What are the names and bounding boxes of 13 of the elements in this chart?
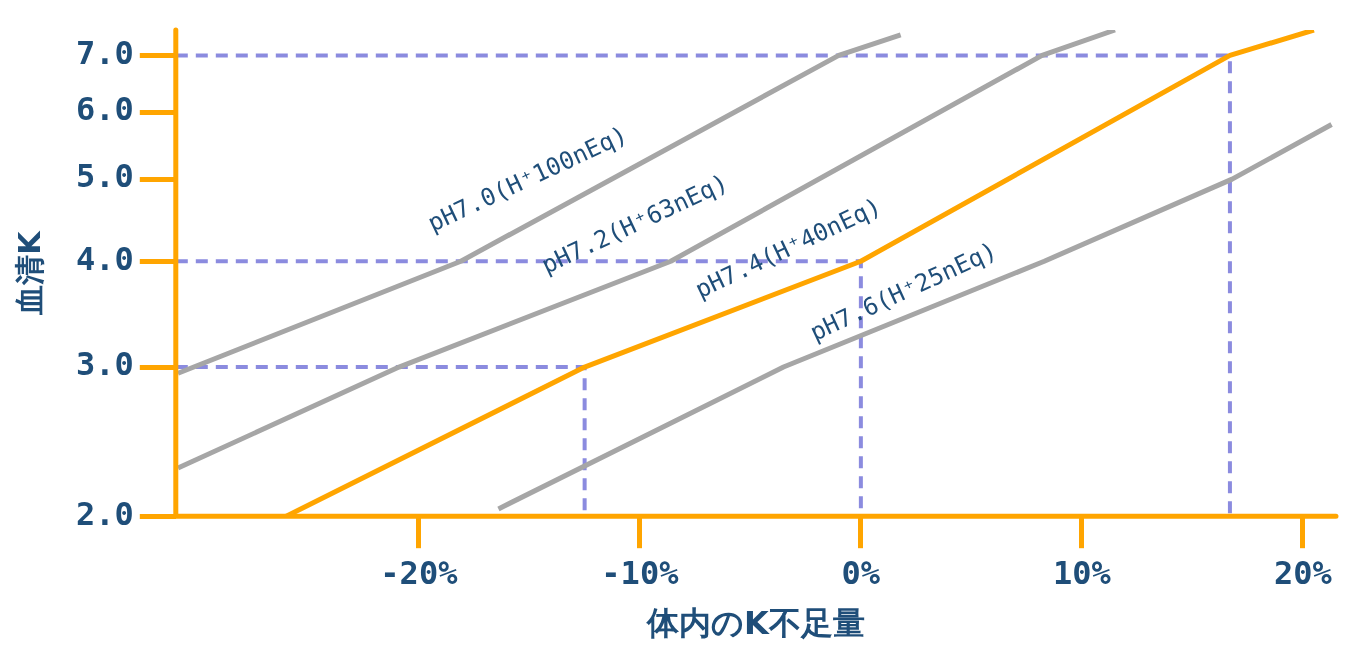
x-tick-label: -20% bbox=[380, 553, 459, 592]
y-tick-label: 5.0 bbox=[76, 157, 134, 196]
y-tick-label: 6.0 bbox=[76, 90, 134, 129]
y-tick-label: 7.0 bbox=[76, 33, 134, 72]
y-axis-title: 血清K bbox=[11, 229, 47, 316]
x-tick-label: 0% bbox=[841, 553, 881, 592]
x-tick-label: 10% bbox=[1052, 553, 1112, 592]
x-axis-title: 体内のK不足量 bbox=[646, 604, 865, 643]
x-tick-label: -10% bbox=[601, 553, 680, 592]
y-tick-label: 3.0 bbox=[76, 345, 134, 384]
y-tick-label: 4.0 bbox=[76, 239, 134, 278]
x-tick-label: 20% bbox=[1273, 553, 1333, 592]
y-tick-label: 2.0 bbox=[76, 494, 134, 533]
